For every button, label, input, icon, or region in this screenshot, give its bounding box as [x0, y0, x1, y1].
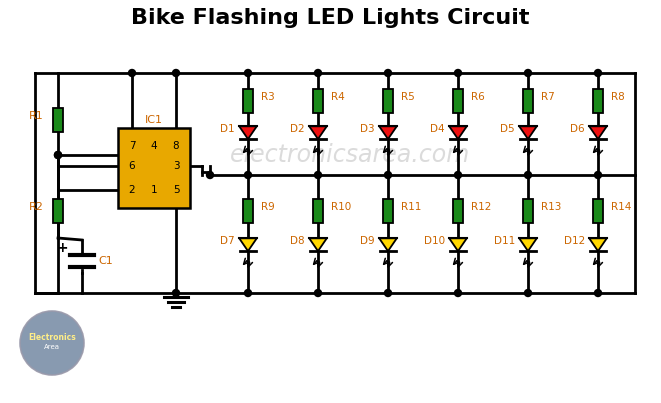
Bar: [523, 199, 533, 223]
Circle shape: [54, 152, 61, 158]
Circle shape: [385, 69, 391, 77]
Circle shape: [245, 172, 251, 179]
Text: Bike Flashing LED Lights Circuit: Bike Flashing LED Lights Circuit: [131, 8, 529, 28]
Text: electronicsarea.com: electronicsarea.com: [230, 143, 470, 167]
Bar: [453, 199, 463, 223]
Text: R13: R13: [541, 202, 561, 212]
Circle shape: [206, 172, 214, 179]
Polygon shape: [449, 238, 467, 251]
Text: R7: R7: [541, 92, 555, 102]
Text: D2: D2: [290, 124, 305, 134]
Text: D1: D1: [220, 124, 235, 134]
Text: 8: 8: [173, 141, 179, 151]
Text: D9: D9: [360, 236, 375, 246]
Bar: [53, 199, 63, 223]
Text: D6: D6: [570, 124, 585, 134]
Bar: [118, 128, 190, 208]
Circle shape: [594, 289, 602, 297]
Bar: [453, 89, 463, 113]
Circle shape: [455, 69, 461, 77]
Circle shape: [315, 172, 321, 179]
Text: Electronics: Electronics: [28, 334, 76, 343]
Circle shape: [315, 289, 321, 297]
Text: 2: 2: [129, 185, 136, 195]
Polygon shape: [379, 126, 397, 139]
Bar: [383, 89, 393, 113]
Polygon shape: [589, 126, 607, 139]
Text: D11: D11: [494, 236, 515, 246]
Circle shape: [315, 69, 321, 77]
Text: 6: 6: [129, 161, 136, 171]
Circle shape: [245, 289, 251, 297]
Text: D3: D3: [360, 124, 375, 134]
Text: R6: R6: [471, 92, 485, 102]
Circle shape: [245, 69, 251, 77]
Bar: [523, 89, 533, 113]
Circle shape: [524, 172, 531, 179]
Text: R5: R5: [401, 92, 414, 102]
Text: R9: R9: [261, 202, 275, 212]
Polygon shape: [519, 126, 537, 139]
Text: 7: 7: [129, 141, 136, 151]
Text: R8: R8: [611, 92, 625, 102]
Circle shape: [385, 172, 391, 179]
Text: D12: D12: [564, 236, 585, 246]
Text: D5: D5: [500, 124, 515, 134]
Text: 1: 1: [151, 185, 157, 195]
Circle shape: [128, 69, 136, 77]
Circle shape: [173, 69, 180, 77]
Text: R1: R1: [29, 111, 44, 121]
Text: D4: D4: [430, 124, 445, 134]
Bar: [243, 199, 253, 223]
Text: +: +: [56, 241, 68, 255]
Text: D7: D7: [220, 236, 235, 246]
Text: D10: D10: [424, 236, 445, 246]
Text: 3: 3: [173, 161, 179, 171]
Bar: [313, 89, 323, 113]
Text: R12: R12: [471, 202, 491, 212]
Text: R3: R3: [261, 92, 275, 102]
Circle shape: [54, 152, 61, 158]
Circle shape: [455, 172, 461, 179]
Polygon shape: [309, 238, 327, 251]
Circle shape: [173, 289, 180, 297]
Circle shape: [20, 311, 84, 375]
Text: R4: R4: [331, 92, 345, 102]
Bar: [243, 89, 253, 113]
Text: R10: R10: [331, 202, 351, 212]
Circle shape: [524, 289, 531, 297]
Polygon shape: [589, 238, 607, 251]
Polygon shape: [519, 238, 537, 251]
Circle shape: [594, 172, 602, 179]
Bar: [593, 89, 603, 113]
Text: R11: R11: [401, 202, 421, 212]
Text: 5: 5: [173, 185, 179, 195]
Text: R2: R2: [29, 202, 44, 212]
Text: C1: C1: [98, 256, 113, 266]
Bar: [593, 199, 603, 223]
Bar: [313, 199, 323, 223]
Bar: [53, 108, 63, 132]
Bar: [383, 199, 393, 223]
Circle shape: [455, 289, 461, 297]
Text: Area: Area: [44, 344, 60, 350]
Polygon shape: [309, 126, 327, 139]
Text: D8: D8: [290, 236, 305, 246]
Text: R14: R14: [611, 202, 631, 212]
Text: IC1: IC1: [145, 115, 163, 125]
Circle shape: [385, 289, 391, 297]
Circle shape: [594, 69, 602, 77]
Polygon shape: [239, 126, 257, 139]
Polygon shape: [449, 126, 467, 139]
Circle shape: [524, 69, 531, 77]
Text: 4: 4: [151, 141, 157, 151]
Polygon shape: [379, 238, 397, 251]
Polygon shape: [239, 238, 257, 251]
